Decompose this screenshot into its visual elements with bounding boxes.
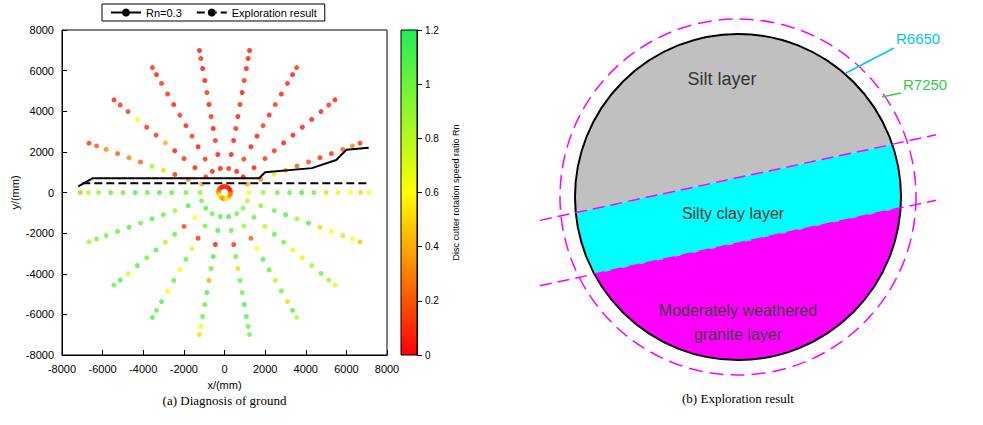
svg-text:-6000: -6000 — [89, 363, 117, 375]
svg-text:1.2: 1.2 — [425, 25, 439, 36]
svg-text:y/(mm): y/(mm) — [9, 175, 21, 209]
svg-text:0: 0 — [425, 350, 431, 361]
svg-text:0: 0 — [221, 363, 227, 375]
svg-text:Rn=0.3: Rn=0.3 — [146, 7, 182, 19]
svg-text:R6650: R6650 — [896, 30, 940, 47]
svg-text:Silty clay layer: Silty clay layer — [682, 205, 785, 222]
svg-text:4000: 4000 — [30, 105, 54, 117]
svg-text:-2000: -2000 — [26, 227, 54, 239]
svg-text:x/(mm): x/(mm) — [207, 379, 241, 391]
svg-text:2000: 2000 — [30, 146, 54, 158]
svg-text:1: 1 — [425, 79, 431, 90]
svg-text:6000: 6000 — [30, 65, 54, 77]
svg-text:R7250: R7250 — [903, 76, 947, 93]
svg-text:4000: 4000 — [294, 363, 318, 375]
svg-text:(a) Diagnosis of ground: (a) Diagnosis of ground — [163, 393, 287, 408]
svg-text:-8000: -8000 — [48, 363, 76, 375]
svg-text:-4000: -4000 — [26, 268, 54, 280]
svg-text:Moderately weathered: Moderately weathered — [659, 302, 817, 319]
svg-text:0: 0 — [48, 187, 54, 199]
svg-text:(b) Exploration result: (b) Exploration result — [682, 391, 794, 406]
svg-text:-2000: -2000 — [170, 363, 198, 375]
svg-text:0.6: 0.6 — [425, 187, 439, 198]
svg-text:8000: 8000 — [30, 24, 54, 36]
svg-text:-6000: -6000 — [26, 308, 54, 320]
svg-text:Silt layer: Silt layer — [687, 69, 756, 89]
svg-text:2000: 2000 — [253, 363, 277, 375]
svg-text:-4000: -4000 — [129, 363, 157, 375]
svg-text:Exploration result: Exploration result — [232, 7, 317, 19]
svg-text:0.2: 0.2 — [425, 295, 439, 306]
svg-text:0.8: 0.8 — [425, 133, 439, 144]
svg-text:Disc cutter rotation speed rat: Disc cutter rotation speed ratio Rn — [451, 124, 461, 260]
svg-text:6000: 6000 — [334, 363, 358, 375]
svg-text:granite layer: granite layer — [694, 326, 783, 343]
svg-text:0.4: 0.4 — [425, 241, 439, 252]
svg-text:8000: 8000 — [375, 363, 399, 375]
svg-text:-8000: -8000 — [26, 349, 54, 361]
